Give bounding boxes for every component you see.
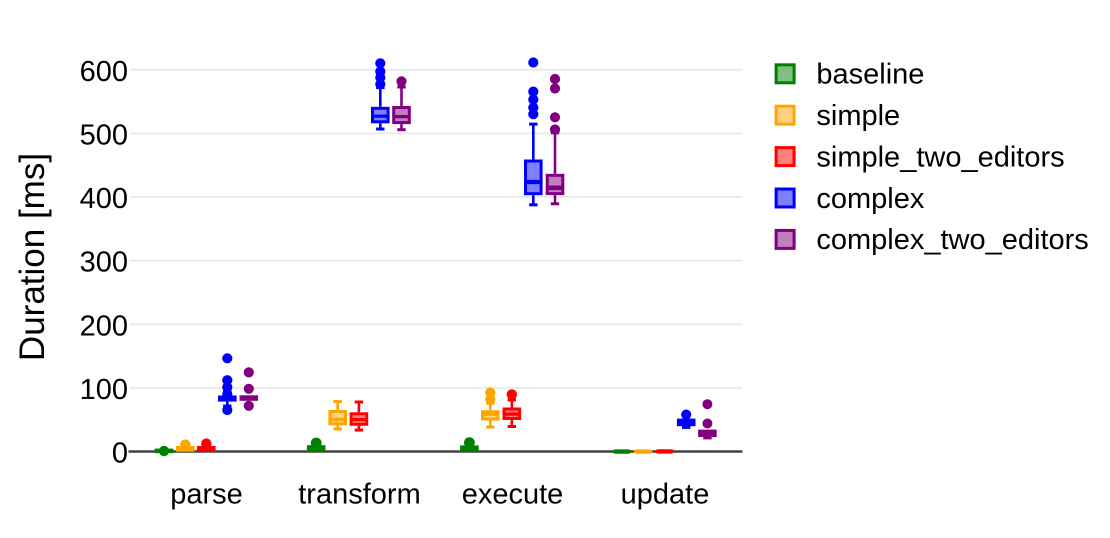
svg-text:transform: transform <box>298 478 420 510</box>
svg-text:simple: simple <box>816 100 900 132</box>
svg-text:300: 300 <box>80 247 128 279</box>
svg-text:complex_two_editors: complex_two_editors <box>816 224 1088 256</box>
svg-text:100: 100 <box>80 374 128 406</box>
svg-text:simple_two_editors: simple_two_editors <box>816 141 1064 173</box>
svg-text:baseline: baseline <box>816 59 924 91</box>
svg-text:400: 400 <box>80 183 128 215</box>
svg-text:200: 200 <box>80 310 128 342</box>
svg-text:execute: execute <box>462 478 564 510</box>
svg-text:500: 500 <box>80 119 128 151</box>
svg-text:update: update <box>621 478 710 510</box>
svg-text:0: 0 <box>112 438 128 470</box>
svg-text:complex: complex <box>816 183 924 215</box>
svg-text:parse: parse <box>170 478 243 510</box>
svg-text:Duration [ms]: Duration [ms] <box>13 153 52 361</box>
svg-text:600: 600 <box>80 56 128 88</box>
